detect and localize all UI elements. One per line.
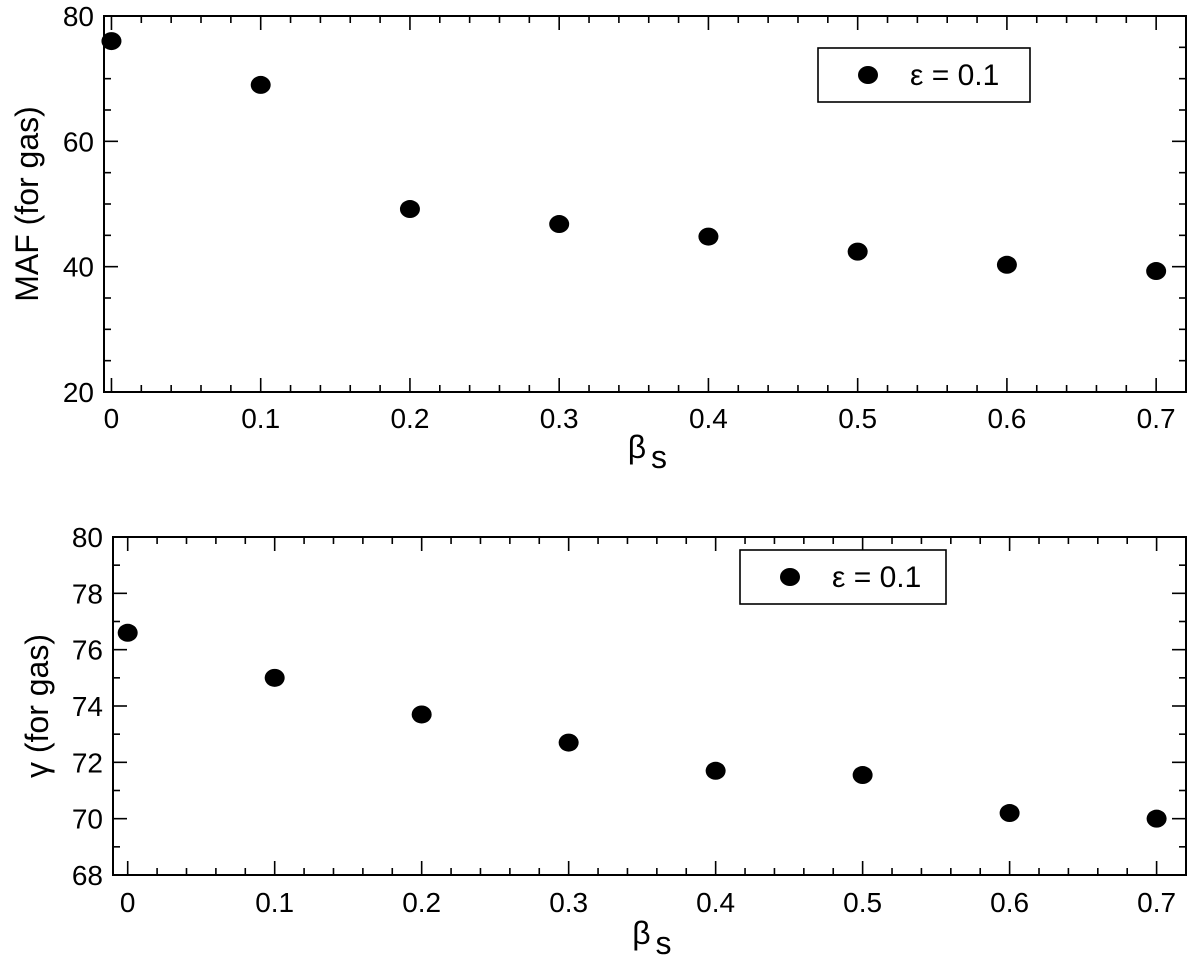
y-tick-label: 80 — [72, 522, 103, 553]
data-point — [549, 215, 570, 234]
y-tick-label: 78 — [72, 578, 103, 609]
x-tick-label: 0.4 — [696, 887, 735, 918]
data-point — [996, 255, 1017, 274]
y-tick-label: 80 — [63, 1, 94, 32]
plot-frame — [112, 536, 1187, 876]
x-axis-label-subscript: s — [651, 439, 667, 475]
y-axis-label: γ (for gas) — [19, 634, 55, 778]
x-axis-label: β — [628, 429, 646, 465]
x-axis-label: β — [632, 915, 650, 951]
x-tick-label: 0.2 — [402, 887, 441, 918]
legend-marker — [780, 568, 800, 586]
data-point — [1146, 809, 1167, 828]
chart-2: 0 0.1 0.2 0.3 0.4 0.5 0.6 0.7 68 70 72 74 76 78 80 β s γ … — [19, 522, 1187, 959]
legend-marker — [858, 66, 878, 84]
legend-label: ε = 0.1 — [832, 561, 921, 594]
data-point — [698, 227, 719, 246]
x-tick-label: 0.4 — [689, 403, 728, 434]
y-tick-label: 40 — [63, 252, 94, 283]
x-tick-label: 0.5 — [843, 887, 882, 918]
data-point — [250, 75, 271, 94]
x-tick-label: 0.3 — [549, 887, 588, 918]
data-point — [399, 200, 420, 219]
x-tick-label: 0.6 — [987, 403, 1026, 434]
y-tick-label: 68 — [72, 860, 103, 891]
y-tick-label: 70 — [72, 804, 103, 835]
x-tick-label: 0 — [104, 403, 120, 434]
x-tick-label: 0.7 — [1137, 403, 1176, 434]
chart-1: 0 0.1 0.2 0.3 0.4 0.5 0.6 0.7 20 40 60 80 β s MAF (for… — [9, 1, 1187, 475]
data-point — [852, 766, 873, 785]
x-tick-label: 0 — [120, 887, 136, 918]
legend-box — [739, 549, 947, 605]
data-point — [999, 804, 1020, 823]
data-point — [705, 761, 726, 780]
x-tick-label: 0.3 — [540, 403, 579, 434]
data-point — [411, 705, 432, 724]
y-tick-label: 60 — [63, 126, 94, 157]
legend-box — [817, 47, 1031, 103]
y-tick-label: 76 — [72, 635, 103, 666]
data-point — [558, 733, 579, 752]
x-axis-label-subscript: s — [656, 925, 672, 959]
data-point — [847, 242, 868, 261]
data-point — [264, 668, 285, 687]
x-tick-label: 0.2 — [390, 403, 429, 434]
data-point — [101, 32, 122, 51]
x-tick-label: 0.1 — [241, 403, 280, 434]
y-tick-label: 20 — [63, 377, 94, 408]
y-axis-label: MAF (for gas) — [9, 106, 45, 302]
y-tick-label: 74 — [72, 691, 103, 722]
y-tick-label: 72 — [72, 747, 103, 778]
x-tick-label: 0.6 — [990, 887, 1029, 918]
x-tick-label: 0.1 — [255, 887, 294, 918]
data-point — [1146, 262, 1167, 281]
x-tick-label: 0.5 — [838, 403, 877, 434]
x-tick-label: 0.7 — [1137, 887, 1176, 918]
data-point — [117, 623, 138, 642]
legend-label: ε = 0.1 — [910, 59, 999, 92]
